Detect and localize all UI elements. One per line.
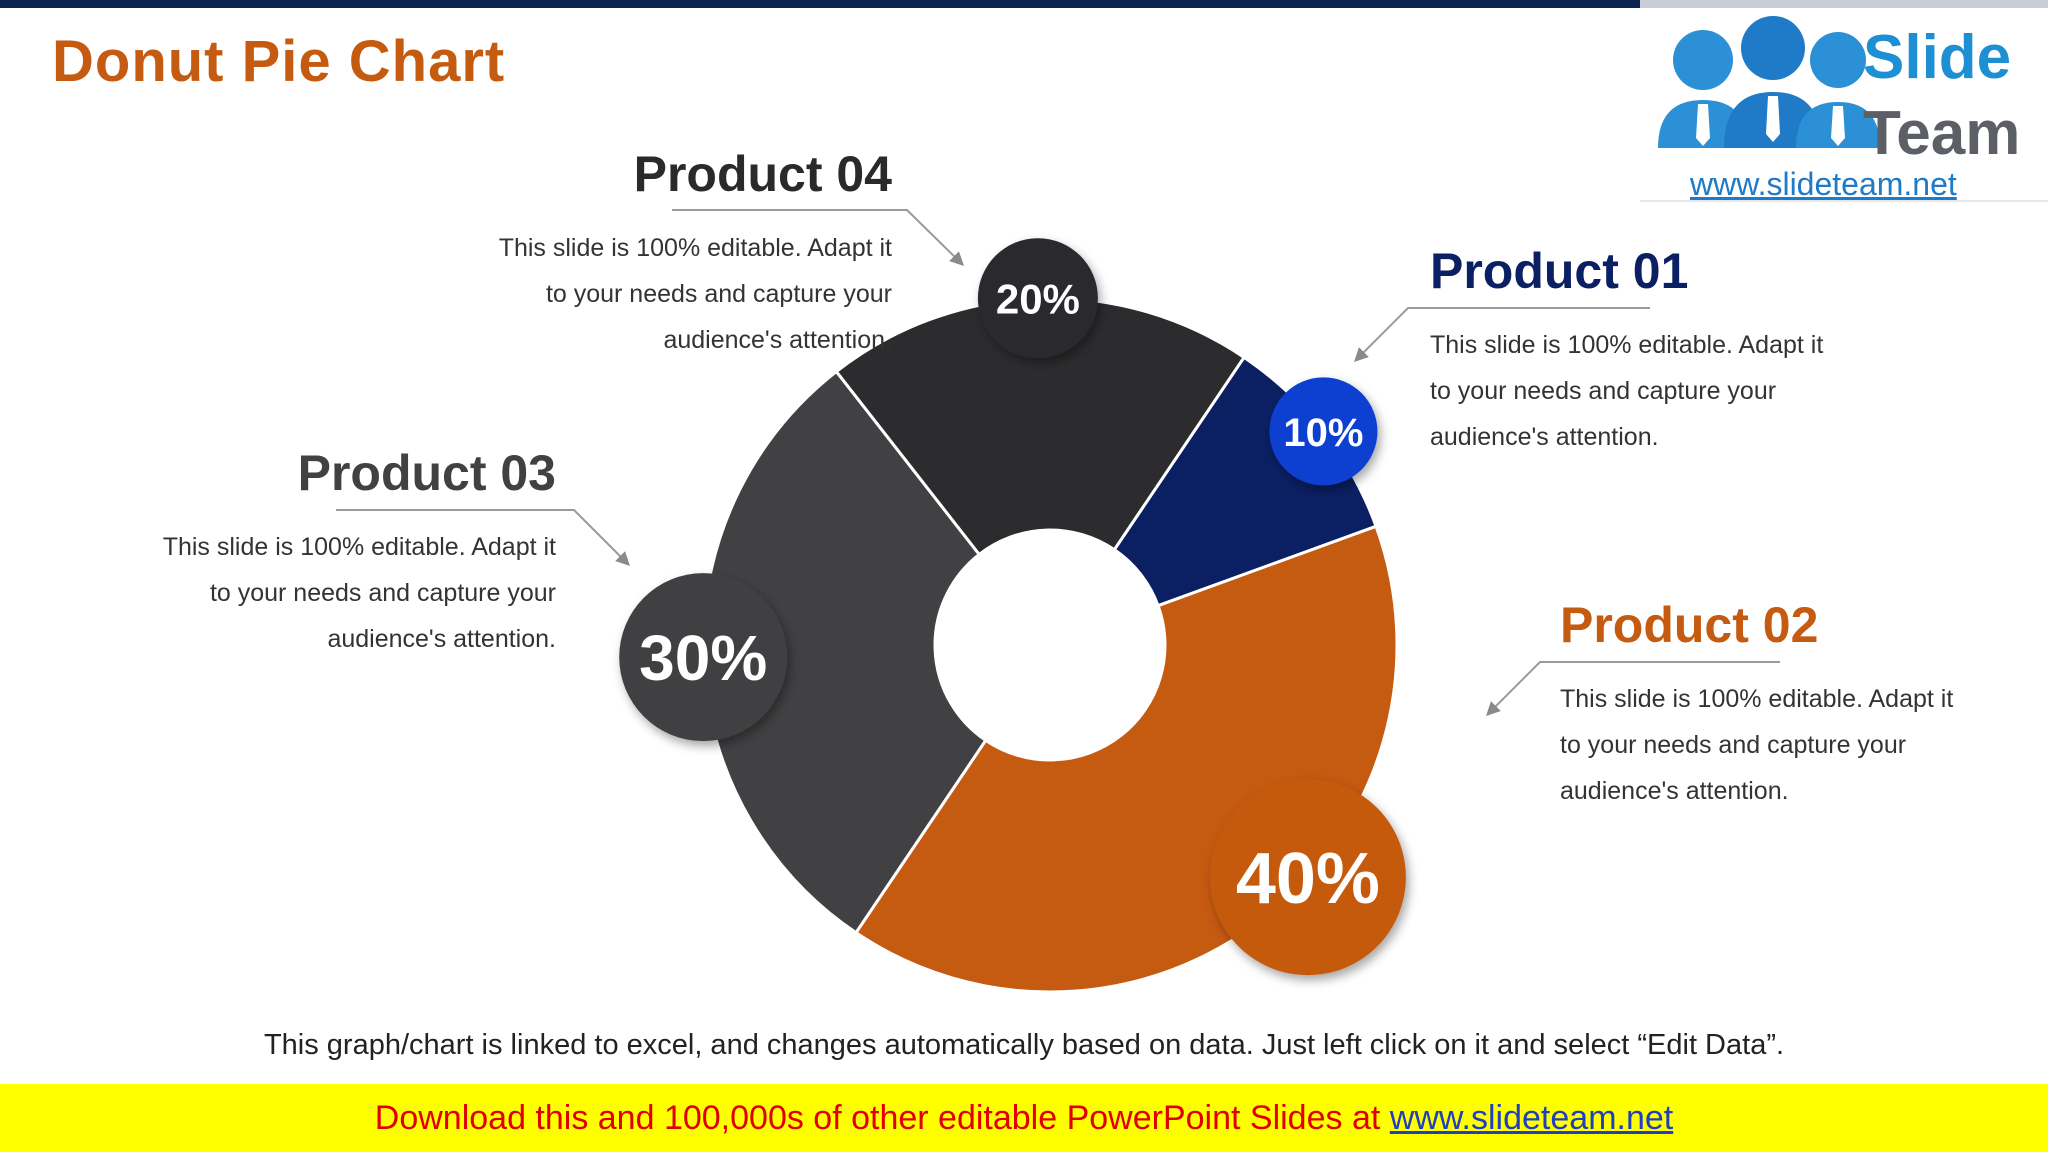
product-02-desc-line: audience's attention.: [1560, 777, 1789, 805]
badge-product-03: [619, 573, 788, 742]
data-label-product-04: 20%: [996, 275, 1080, 322]
product-02-title: Product 02: [1560, 597, 1819, 653]
product-02-desc-line: This slide is 100% editable. Adapt it: [1560, 685, 1954, 713]
data-label-product-03: 30%: [639, 622, 767, 694]
badge-product-04: [977, 238, 1098, 359]
callout-lines: [336, 209, 1780, 716]
callout-line-product-03: [336, 509, 630, 566]
top-accent-bar: [0, 0, 1640, 8]
slideteam-logo: Slide Team www.slideteam.net: [1640, 8, 2048, 202]
callout-line-product-02: [1486, 661, 1780, 716]
product-04-desc-line: to your needs and capture your: [545, 280, 892, 308]
donut-slice-product-03[interactable]: [701, 369, 988, 935]
product-04-title: Product 04: [633, 146, 892, 202]
badge-product-01: [1269, 377, 1378, 486]
product-03-desc-line: This slide is 100% editable. Adapt it: [162, 533, 556, 561]
product-03-description: This slide is 100% editable. Adapt it to…: [94, 524, 556, 662]
logo-word-slide: Slide: [1863, 23, 2012, 92]
product-03-desc-line: to your needs and capture your: [209, 579, 556, 607]
banner-text: Download this and 100,000s of other edit…: [374, 1099, 1390, 1137]
chart-footnote: This graph/chart is linked to excel, and…: [263, 1029, 1785, 1061]
logo-url-link[interactable]: www.slideteam.net: [1690, 166, 1957, 202]
callout-line-product-04: [672, 209, 964, 266]
product-01-desc-line: to your needs and capture your: [1430, 377, 1777, 405]
product-02-description: This slide is 100% editable. Adapt it to…: [1560, 676, 2030, 814]
product-04-desc-line: audience's attention.: [663, 326, 892, 354]
product-03-desc-line: audience's attention.: [327, 625, 556, 653]
people-icon: [1658, 16, 1880, 148]
slide-title: Donut Pie Chart: [52, 29, 506, 94]
product-01-title: Product 01: [1430, 243, 1689, 299]
donut-slice-product-04[interactable]: [834, 296, 1247, 557]
badge-product-02: [1209, 779, 1406, 976]
product-02-desc-line: to your needs and capture your: [1560, 731, 1907, 759]
product-01-desc-line: This slide is 100% editable. Adapt it: [1430, 331, 1824, 359]
product-04-description: This slide is 100% editable. Adapt it to…: [430, 225, 892, 363]
data-label-product-02: 40%: [1236, 839, 1380, 919]
banner-link[interactable]: www.slideteam.net: [1389, 1099, 1674, 1137]
top-accent-bar-light: [1640, 0, 2048, 8]
product-04-desc-line: This slide is 100% editable. Adapt it: [498, 234, 892, 262]
callout-line-product-01: [1354, 307, 1650, 362]
download-banner: Download this and 100,000s of other edit…: [0, 1084, 2048, 1152]
logo-word-team: Team: [1863, 99, 2021, 168]
product-01-desc-line: audience's attention.: [1430, 423, 1659, 451]
product-03-title: Product 03: [297, 445, 556, 501]
data-label-product-01: 10%: [1283, 411, 1363, 455]
product-01-description: This slide is 100% editable. Adapt it to…: [1430, 322, 1900, 460]
